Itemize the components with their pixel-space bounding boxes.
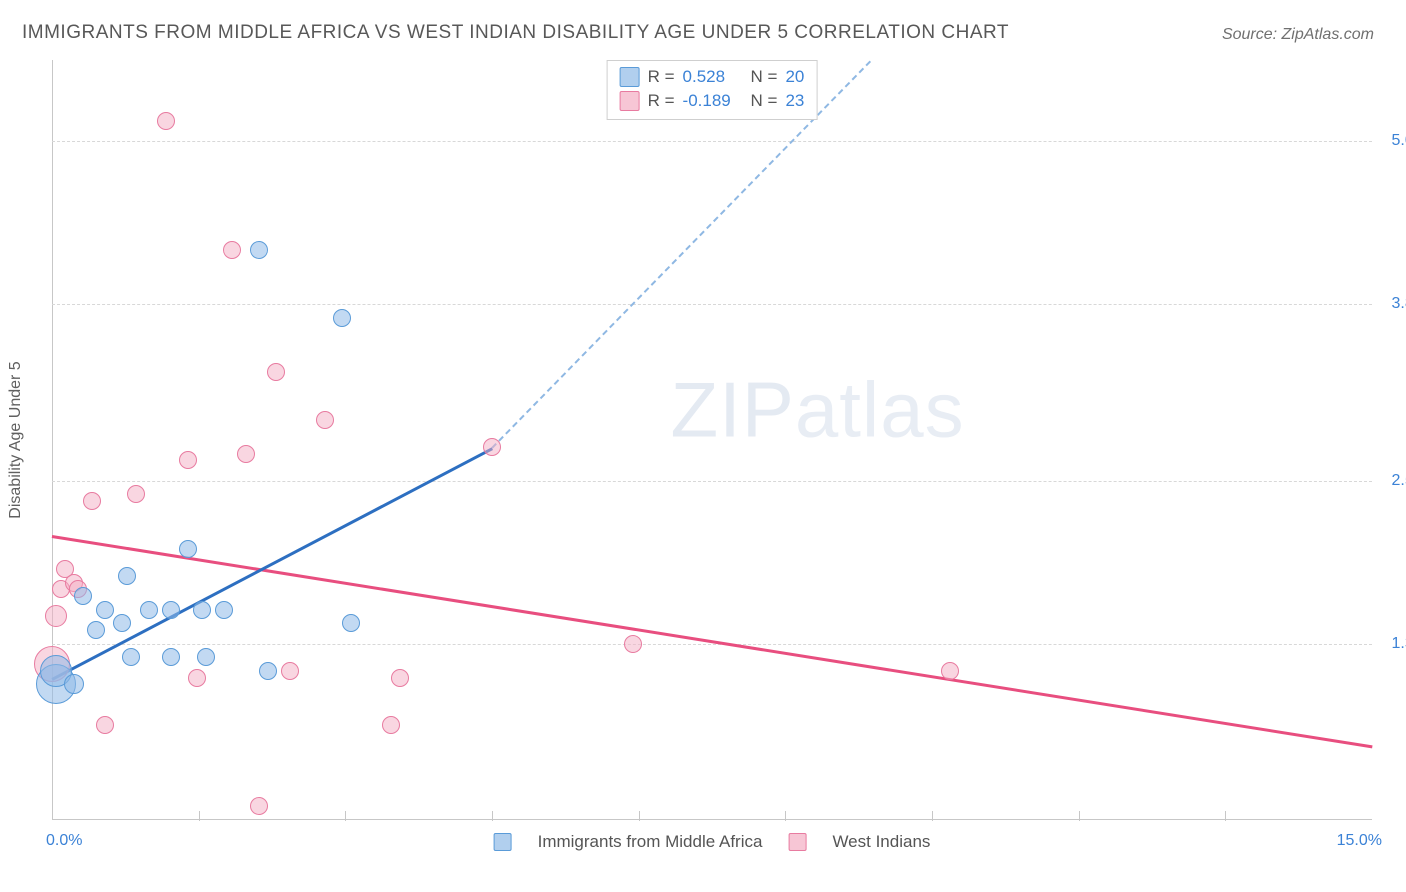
- r-value-pink: -0.189: [683, 91, 743, 111]
- r-label: R =: [648, 67, 675, 87]
- plot-region: Disability Age Under 5 0.0% 15.0% ZIPatl…: [52, 60, 1372, 820]
- chart-area: Disability Age Under 5 0.0% 15.0% ZIPatl…: [52, 60, 1372, 820]
- data-point: [941, 662, 959, 680]
- swatch-pink-icon: [620, 91, 640, 111]
- correlation-legend: R = 0.528 N = 20 R = -0.189 N = 23: [607, 60, 818, 120]
- n-label: N =: [751, 67, 778, 87]
- n-label: N =: [751, 91, 778, 111]
- swatch-blue-icon: [620, 67, 640, 87]
- data-point: [83, 492, 101, 510]
- swatch-pink-icon: [788, 833, 806, 851]
- data-point: [45, 605, 67, 627]
- data-point: [193, 601, 211, 619]
- y-axis-title: Disability Age Under 5: [7, 361, 25, 518]
- data-point: [162, 601, 180, 619]
- data-point: [188, 669, 206, 687]
- x-tick: [199, 811, 200, 821]
- data-point: [250, 797, 268, 815]
- data-point: [197, 648, 215, 666]
- x-tick: [639, 811, 640, 821]
- y-tick-label: 3.8%: [1392, 295, 1406, 313]
- x-tick: [345, 811, 346, 821]
- gridline: [52, 644, 1372, 645]
- x-tick: [492, 811, 493, 821]
- y-tick-label: 1.3%: [1392, 635, 1406, 653]
- data-point: [250, 241, 268, 259]
- x-tick: [932, 811, 933, 821]
- data-point: [127, 485, 145, 503]
- data-point: [118, 567, 136, 585]
- data-point: [342, 614, 360, 632]
- data-point: [140, 601, 158, 619]
- x-max-label: 15.0%: [1337, 832, 1382, 850]
- data-point: [87, 621, 105, 639]
- r-label: R =: [648, 91, 675, 111]
- gridline: [52, 141, 1372, 142]
- y-tick-label: 5.0%: [1392, 132, 1406, 150]
- x-tick: [785, 811, 786, 821]
- watermark: ZIPatlas: [671, 364, 965, 455]
- data-point: [281, 662, 299, 680]
- data-point: [223, 241, 241, 259]
- trendline: [52, 535, 1372, 748]
- data-point: [391, 669, 409, 687]
- gridline: [52, 481, 1372, 482]
- n-value-blue: 20: [785, 67, 804, 87]
- trendline: [51, 447, 492, 680]
- swatch-blue-icon: [494, 833, 512, 851]
- x-tick: [1225, 811, 1226, 821]
- source-attribution: Source: ZipAtlas.com: [1222, 26, 1374, 44]
- data-point: [96, 601, 114, 619]
- data-point: [483, 438, 501, 456]
- data-point: [237, 445, 255, 463]
- n-value-pink: 23: [785, 91, 804, 111]
- data-point: [215, 601, 233, 619]
- data-point: [96, 716, 114, 734]
- chart-title: IMMIGRANTS FROM MIDDLE AFRICA VS WEST IN…: [22, 22, 1009, 44]
- y-axis: [52, 60, 53, 820]
- series-legend: Immigrants from Middle Africa West India…: [494, 832, 931, 852]
- r-value-blue: 0.528: [683, 67, 743, 87]
- data-point: [382, 716, 400, 734]
- data-point: [624, 635, 642, 653]
- x-min-label: 0.0%: [46, 832, 82, 850]
- legend-row-blue: R = 0.528 N = 20: [620, 65, 805, 89]
- series-name-pink: West Indians: [832, 832, 930, 852]
- series-name-blue: Immigrants from Middle Africa: [538, 832, 763, 852]
- data-point: [316, 411, 334, 429]
- data-point: [122, 648, 140, 666]
- data-point: [179, 540, 197, 558]
- y-tick-label: 2.5%: [1392, 472, 1406, 490]
- data-point: [157, 112, 175, 130]
- data-point: [74, 587, 92, 605]
- gridline: [52, 304, 1372, 305]
- data-point: [113, 614, 131, 632]
- x-axis: [52, 819, 1372, 820]
- x-tick: [1079, 811, 1080, 821]
- data-point: [267, 363, 285, 381]
- data-point: [64, 674, 84, 694]
- data-point: [333, 309, 351, 327]
- data-point: [259, 662, 277, 680]
- data-point: [179, 451, 197, 469]
- data-point: [162, 648, 180, 666]
- legend-row-pink: R = -0.189 N = 23: [620, 89, 805, 113]
